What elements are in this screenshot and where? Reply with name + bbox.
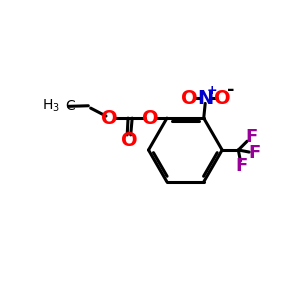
Text: F: F <box>245 128 258 146</box>
Text: -: - <box>227 81 234 99</box>
Text: F: F <box>248 144 261 162</box>
Text: F: F <box>235 157 248 175</box>
Text: O: O <box>142 109 159 128</box>
Text: O: O <box>101 109 118 128</box>
Text: N: N <box>197 88 213 108</box>
Text: H$_3$: H$_3$ <box>42 98 60 114</box>
Text: O: O <box>181 88 197 108</box>
Text: O: O <box>214 88 231 108</box>
Text: O: O <box>121 131 137 150</box>
Text: C: C <box>66 99 75 113</box>
Text: +: + <box>206 84 217 97</box>
